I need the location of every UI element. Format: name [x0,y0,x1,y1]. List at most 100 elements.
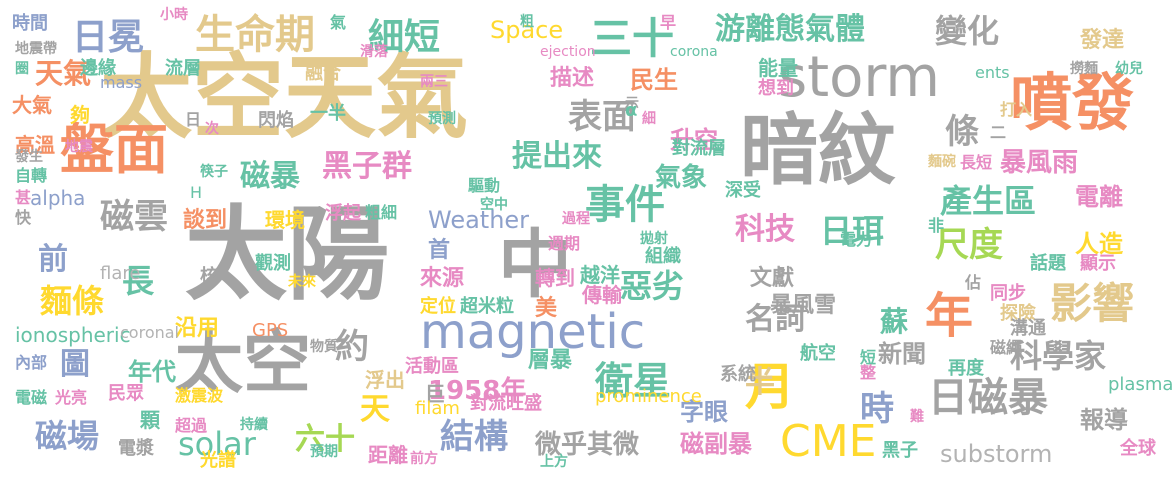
cloud-word: 提出來 [512,139,602,174]
cloud-word: 噴發 [1010,66,1135,139]
cloud-word: 大氣 [12,93,52,117]
cloud-word: 核 [200,266,218,287]
cloud-word: CME [780,416,877,467]
cloud-word: 磁暴 [240,159,300,194]
cloud-word: 惡劣 [620,267,685,305]
cloud-word: mass [100,73,143,92]
cloud-word: 激震波 [175,386,224,405]
cloud-word: 組織 [645,246,681,267]
cloud-word: 發生 [15,149,43,165]
cloud-word: 磁雲 [100,197,168,237]
cloud-word: ionospheric [15,323,131,347]
cloud-word: 日珥 [820,212,885,250]
cloud-word: 預測 [428,111,456,127]
cloud-word: 升空 [670,126,718,154]
cloud-word: 小時 [160,7,188,23]
cloud-word: 條 [945,112,979,152]
cloud-word: 流層 [165,58,201,79]
cloud-word: 民眾 [108,383,144,404]
cloud-word: 超過 [175,416,208,435]
cloud-word: 滑落 [360,44,388,60]
cloud-word: 轉到 [535,266,575,290]
cloud-word: 觀測 [255,253,291,274]
cloud-word: 生命期 [195,12,315,58]
cloud-word: 短 [860,348,877,367]
cloud-word: 黑子群 [322,149,412,184]
cloud-word: 報導 [1080,406,1128,434]
cloud-word: 前 [38,242,68,277]
cloud-word: 浮起 [325,203,361,224]
cloud-word: filam [415,398,460,419]
cloud-word: 電漿 [118,438,154,459]
cloud-word: 探險 [1000,303,1036,324]
cloud-word: 早 [660,13,677,32]
cloud-word: 談到 [183,208,228,233]
cloud-word: 磁繩 [990,338,1023,357]
cloud-word: α [625,100,638,121]
cloud-word: 月 [745,358,795,416]
cloud-word: ents [975,63,1010,82]
cloud-word: 粗 [520,14,534,30]
cloud-word: 年 [925,288,974,344]
cloud-word: 科技 [735,212,795,247]
cloud-word: 中 [498,222,572,308]
cloud-word: 上方 [540,454,568,470]
cloud-word: 光亮 [55,388,88,407]
cloud-word: 約 [335,327,369,367]
cloud-word: 太空 [175,324,312,403]
cloud-word: 全球 [1120,438,1156,459]
cloud-word: 沿用 [175,316,220,341]
cloud-word: 邊緣 [80,58,116,79]
cloud-word: 物質 [310,339,338,355]
cloud-word: ejection [540,44,596,60]
cloud-word: 新聞 [878,340,926,368]
cloud-word: 時 [860,389,894,429]
cloud-word: 傳輸 [582,283,622,307]
cloud-word: 融合 [305,63,341,84]
cloud-word: 發達 [1080,28,1125,53]
cloud-word: 越洋 [580,263,620,287]
cloud-word: Weather [428,206,530,234]
cloud-word: 打入 [1000,100,1033,119]
cloud-word: plasma [1108,374,1174,395]
cloud-word: 日冕 [72,17,145,58]
cloud-word: 麵碗 [928,154,956,170]
cloud-word: 整 [860,363,877,382]
cloud-word: 變化 [935,12,1000,50]
cloud-word: flare [100,263,141,284]
cloud-word: 蘇 [880,305,909,338]
cloud-word: 電力 [840,230,873,249]
cloud-word: 筷子 [200,164,228,180]
cloud-word: 民生 [630,66,678,94]
cloud-word: 電離 [1075,183,1123,211]
cloud-word: 盤面 [60,118,168,181]
cloud-word: 空中 [480,197,508,213]
cloud-word: 文獻 [750,266,795,291]
cloud-word: 過程 [562,211,590,227]
cloud-word: 天氣 [35,57,92,90]
cloud-word: 浮出 [365,368,405,392]
cloud-word: 高溫 [15,133,55,157]
cloud-word: 非 [928,216,945,235]
cloud-word: 層暴 [528,348,573,373]
cloud-word: 撈麵 [1070,61,1098,77]
cloud-word: 深受 [725,180,761,201]
cloud-word: 持續 [240,417,268,433]
cloud-word: 一半 [310,103,346,124]
cloud-word: solar [178,425,256,463]
cloud-word: 佔 [965,273,982,292]
cloud-word: substorm [940,440,1053,468]
cloud-word: 產生區 [940,182,1037,220]
cloud-word: 週期 [548,234,581,253]
cloud-word: 六十 [295,422,355,457]
cloud-word: 太空天氣 [100,44,469,151]
cloud-word: 人造 [1075,230,1123,258]
cloud-word: 拋射 [640,231,668,247]
cloud-word: 次 [205,121,219,137]
cloud-word: 地震 [65,139,93,155]
cloud-word: 圖 [60,347,90,382]
cloud-word: 時間 [12,13,48,34]
cloud-word: 日 [185,110,202,129]
cloud-word: magnetic [420,304,646,360]
cloud-word: 影響 [1050,279,1135,328]
